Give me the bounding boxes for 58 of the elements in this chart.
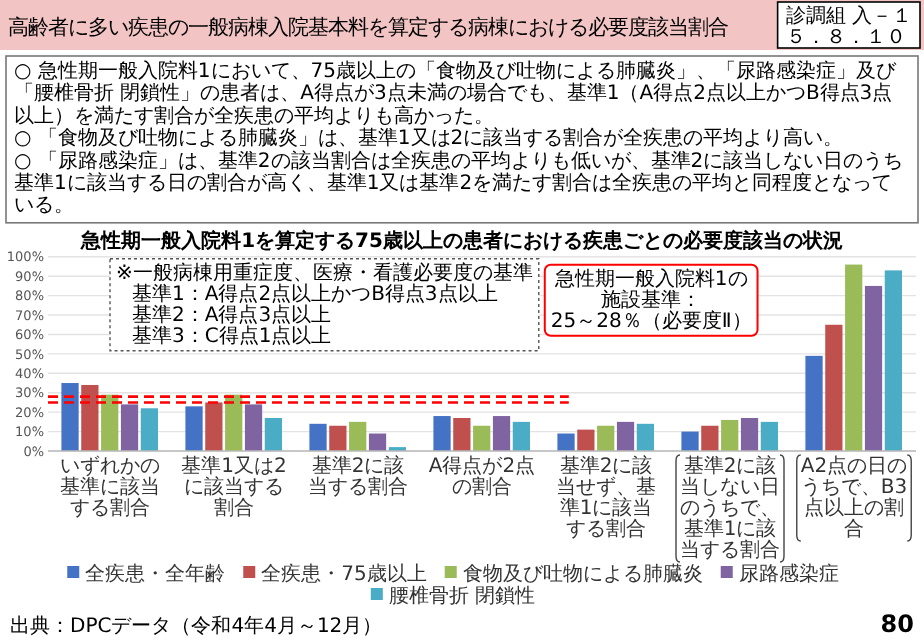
annotation: 基準2：A得点3点以上: [132, 302, 332, 327]
x-tick-label: 基準2に該当する割合: [308, 454, 408, 499]
annotation: 基準3：C得点1点以上: [132, 323, 332, 348]
bar: [433, 416, 451, 451]
x-tick-label: 基準2に該当せず、基準1に該当する割合: [556, 454, 656, 541]
legend-label: 尿路感染症: [738, 562, 839, 586]
legend-label: 全疾患・全年齢: [85, 562, 226, 586]
annotation: 急性期一般入院料1の: [552, 266, 748, 291]
legend-label: 食物及び吐物による肺臓炎: [462, 562, 703, 586]
bar: [577, 429, 595, 451]
bar: [721, 419, 739, 451]
x-tick-label: A得点が2点の割合: [428, 454, 536, 499]
bar: [329, 425, 347, 451]
bar: [681, 431, 699, 451]
x-tick-label: 基準1又は2に該当する割合: [181, 454, 287, 520]
bar: [140, 408, 158, 451]
legend-label: 全疾患・75歳以上: [261, 562, 427, 586]
bar: [309, 423, 327, 451]
bar: [701, 425, 719, 451]
bar: [864, 285, 883, 451]
bar: [760, 421, 778, 451]
bar: [244, 404, 263, 451]
text: 診調組 入－１: [785, 4, 912, 28]
bar: [557, 433, 575, 451]
bar: [120, 404, 139, 451]
bar: [805, 355, 823, 451]
bar: [884, 270, 902, 451]
annotation: 25～28％（必要度Ⅱ）: [550, 308, 752, 333]
bar: [368, 433, 387, 451]
text: 80: [880, 610, 914, 638]
bar: [616, 421, 635, 451]
bar: [512, 421, 530, 451]
bar: [492, 416, 511, 451]
bar: [825, 324, 843, 451]
chart-subtitle: 急性期一般入院料1を算定する75歳以上の患者における疾患ごとの必要度該当の状況: [79, 228, 843, 253]
bar: [473, 425, 491, 451]
text: ○ 「尿路感染症」は、基準2の該当割合は全疾患の平均よりも低いが、基準2に該当しない日のうち基準1に該当する日の割合が高く、基準1又は基準2を満たす割合は全疾患の平均と同程度となっている。: [14, 148, 904, 218]
bar: [185, 406, 203, 451]
x-tick-label: いずれかの基準に該当する割合: [60, 454, 160, 520]
bar: [349, 421, 367, 451]
annotation: ※一般病棟用重症度、医療・看護必要度の基準: [116, 260, 533, 285]
bar: [81, 384, 99, 451]
chart-title: 高齢者に多い疾患の一般病棟入院基本料を算定する病棟における必要度該当割合: [8, 16, 728, 40]
legend-label: 腰椎骨折 閉鎖性: [388, 584, 536, 608]
bar: [205, 402, 223, 451]
bar: [453, 417, 471, 451]
annotation: 基準1：A得点2点以上かつB得点3点以上: [132, 281, 498, 306]
bar: [636, 423, 654, 451]
bar: [845, 264, 863, 451]
bar: [740, 417, 759, 451]
bar: [61, 383, 79, 451]
text: ５．８．１０: [785, 27, 906, 49]
text: ○ 「食物及び吐物による肺臓炎」は、基準1又は2に該当する割合が全疾患の平均より高い。: [14, 126, 844, 151]
source-note: 出典：DPCデータ（令和4年4月～12月）: [10, 614, 383, 638]
bar: [597, 425, 615, 451]
annotation: 施設基準：: [601, 287, 702, 312]
text: ○ 急性期一般入院料1において、75歳以上の「食物及び吐物による肺臓炎」、「尿路感染症」及び「腰椎骨折 閉鎖性」の患者は、A得点が3点未満の場合でも、基準1（A得点2点以上かつB得点3点以上）を満たす割合が全疾患の平均よりも高かった。: [14, 59, 898, 128]
bar: [264, 417, 282, 451]
